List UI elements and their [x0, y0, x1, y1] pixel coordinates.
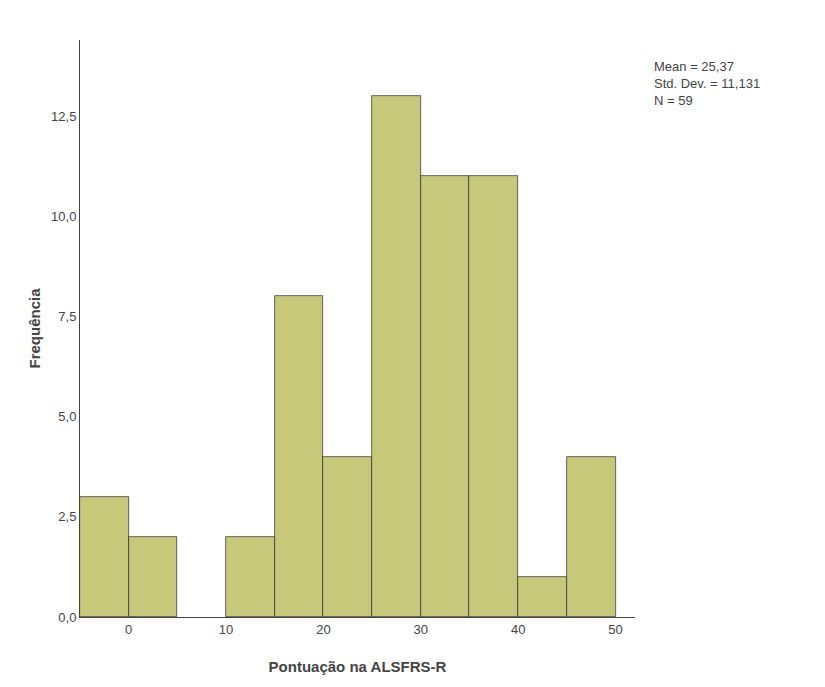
svg-text:20: 20: [316, 622, 330, 637]
svg-text:Mean = 25,37Std. Dev. = 11,131: Mean = 25,37Std. Dev. = 11,131N = 59: [654, 59, 760, 108]
svg-text:10,0: 10,0: [51, 209, 76, 224]
svg-text:5,0: 5,0: [58, 409, 76, 424]
svg-text:0,0: 0,0: [58, 610, 76, 625]
svg-text:7,5: 7,5: [58, 309, 76, 324]
svg-text:Pontuação na ALSFRS-R: Pontuação na ALSFRS-R: [269, 658, 447, 675]
svg-text:50: 50: [608, 622, 622, 637]
svg-text:10: 10: [219, 622, 233, 637]
svg-text:0: 0: [125, 622, 132, 637]
svg-text:Frequência: Frequência: [26, 288, 43, 369]
svg-text:30: 30: [414, 622, 428, 637]
svg-text:40: 40: [511, 622, 525, 637]
svg-text:12,5: 12,5: [51, 109, 76, 124]
svg-text:2,5: 2,5: [58, 509, 76, 524]
